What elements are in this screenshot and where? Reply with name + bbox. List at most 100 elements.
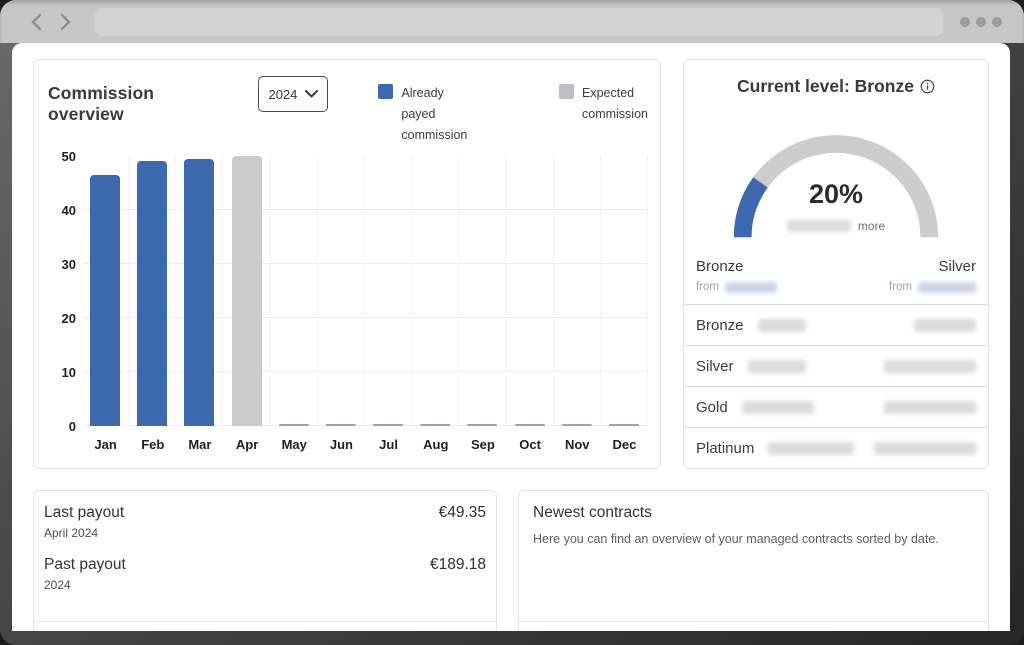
chart-bar: [514, 424, 545, 426]
from-label: from: [889, 281, 912, 293]
x-tick-label: Jul: [379, 437, 398, 452]
chart-bar: [184, 159, 215, 426]
dot-icon: [976, 16, 986, 27]
commission-overview-card: Commission overview 2024 Already payed co…: [33, 59, 661, 469]
current-level-title: Current level: Bronze: [737, 76, 914, 96]
redacted-value: [741, 400, 814, 414]
gauge-left-tier-name: Bronze: [696, 258, 744, 275]
contracts-description: Here you can find an overview of your ma…: [533, 532, 939, 546]
y-tick-label: 30: [61, 257, 76, 272]
forward-icon[interactable]: [56, 11, 76, 33]
x-tick-label: Jan: [94, 437, 117, 452]
payout-item: Past payout €189.18 2024: [44, 556, 486, 592]
year-dropdown-value: 2024: [268, 86, 298, 102]
chart-bar: [467, 424, 498, 426]
chart-y-axis: 0 10 20 30 40 50: [46, 149, 82, 434]
year-dropdown[interactable]: 2024: [258, 76, 329, 112]
x-tick-label: Oct: [519, 437, 541, 452]
x-tick-label: Sep: [470, 437, 495, 452]
tier-label: Platinum: [696, 439, 755, 457]
chart-column: [271, 156, 318, 426]
legend-swatch: [378, 84, 394, 99]
y-tick-label: 40: [61, 203, 76, 218]
chart-column: [224, 156, 271, 426]
chart-column: [82, 156, 130, 426]
level-gauge: 20% more: [724, 123, 948, 252]
redacted-value: [884, 359, 976, 373]
payout-label: Last payout: [44, 504, 125, 521]
divider: [519, 621, 988, 622]
browser-nav: [26, 11, 76, 33]
chart-column: [459, 156, 507, 426]
redacted-amount: [918, 281, 976, 293]
redacted-value: [757, 318, 806, 332]
dot-icon: [992, 16, 1002, 27]
chart-bar: [231, 156, 262, 426]
chart-column: [318, 156, 365, 426]
chart-bar: [90, 175, 121, 426]
y-tick-label: 20: [61, 311, 76, 326]
x-tick-label: Aug: [423, 437, 449, 452]
chart-plot: [82, 156, 648, 426]
payout-amount: €49.35: [438, 504, 486, 521]
tier-row: Gold: [684, 386, 988, 427]
gauge-right-tier-name: Silver: [938, 258, 976, 275]
window-menu-dots-icon[interactable]: [960, 16, 1002, 27]
redacted-value: [747, 359, 806, 373]
payout-sublabel: April 2024: [44, 526, 99, 540]
redacted-value: [874, 441, 976, 455]
x-tick-label: Nov: [564, 437, 590, 452]
tier-table: Bronze Silver Gold Plat: [684, 304, 988, 468]
chart-column: [507, 156, 554, 426]
commission-title: Commission overview: [48, 83, 155, 124]
newest-contracts-card: Newest contracts Here you can find an ov…: [518, 490, 989, 631]
from-label: from: [696, 281, 719, 293]
chart-legend: Already payed commission Expected commissi…: [378, 76, 648, 146]
info-icon[interactable]: [920, 79, 935, 94]
chart-column: [365, 156, 413, 426]
redacted-amount: [725, 281, 777, 293]
current-level-card: Current level: Bronze 20% more: [683, 59, 989, 469]
back-icon[interactable]: [26, 11, 46, 33]
x-tick-label: Mar: [188, 437, 212, 452]
tier-row: Bronze: [684, 304, 988, 345]
tier-row: Silver: [684, 345, 988, 386]
payout-card: Last payout €49.35 April 2024 Past payou…: [33, 490, 497, 631]
tier-label: Gold: [696, 398, 728, 416]
legend-label: Expected commission: [582, 86, 648, 121]
redacted-value: [768, 441, 855, 455]
gauge-more-label: more: [857, 219, 886, 233]
chart-bar: [608, 424, 639, 426]
legend-label: Already payed commission: [401, 86, 468, 142]
payout-amount: €189.18: [429, 556, 486, 573]
chart-column: [601, 156, 648, 426]
x-tick-label: Dec: [612, 437, 637, 452]
y-tick-label: 50: [61, 149, 76, 164]
contracts-title: Newest contracts: [533, 504, 652, 521]
payout-sublabel: 2024: [44, 578, 71, 592]
chart-bar: [137, 161, 168, 426]
tier-label: Silver: [696, 357, 734, 375]
chart-x-axis: Jan Feb Mar Apr May Jun Jul Aug Sep Oct Nov Dec: [82, 426, 648, 460]
legend-item: Already payed commission: [378, 83, 481, 146]
chart-column: [129, 156, 177, 426]
chart-column: [554, 156, 601, 426]
x-tick-label: Jun: [329, 437, 353, 452]
payout-list: Last payout €49.35 April 2024 Past payou…: [44, 504, 486, 592]
dashboard-page: Commission overview 2024 Already payed co…: [12, 43, 1010, 631]
x-tick-label: May: [281, 437, 307, 452]
dot-icon: [960, 16, 970, 27]
address-bar[interactable]: [94, 7, 944, 36]
legend-swatch: [559, 84, 574, 99]
chart-bar: [561, 424, 592, 426]
divider: [34, 621, 496, 622]
chart-bar: [373, 424, 404, 426]
x-tick-label: Feb: [141, 437, 165, 452]
browser-chrome: [0, 0, 1024, 43]
y-tick-label: 10: [61, 365, 76, 380]
tier-label: Bronze: [696, 316, 744, 334]
gauge-left-tier: Bronze from: [696, 258, 777, 293]
redacted-amount: [786, 220, 851, 232]
gauge-percent: 20%: [808, 179, 864, 209]
